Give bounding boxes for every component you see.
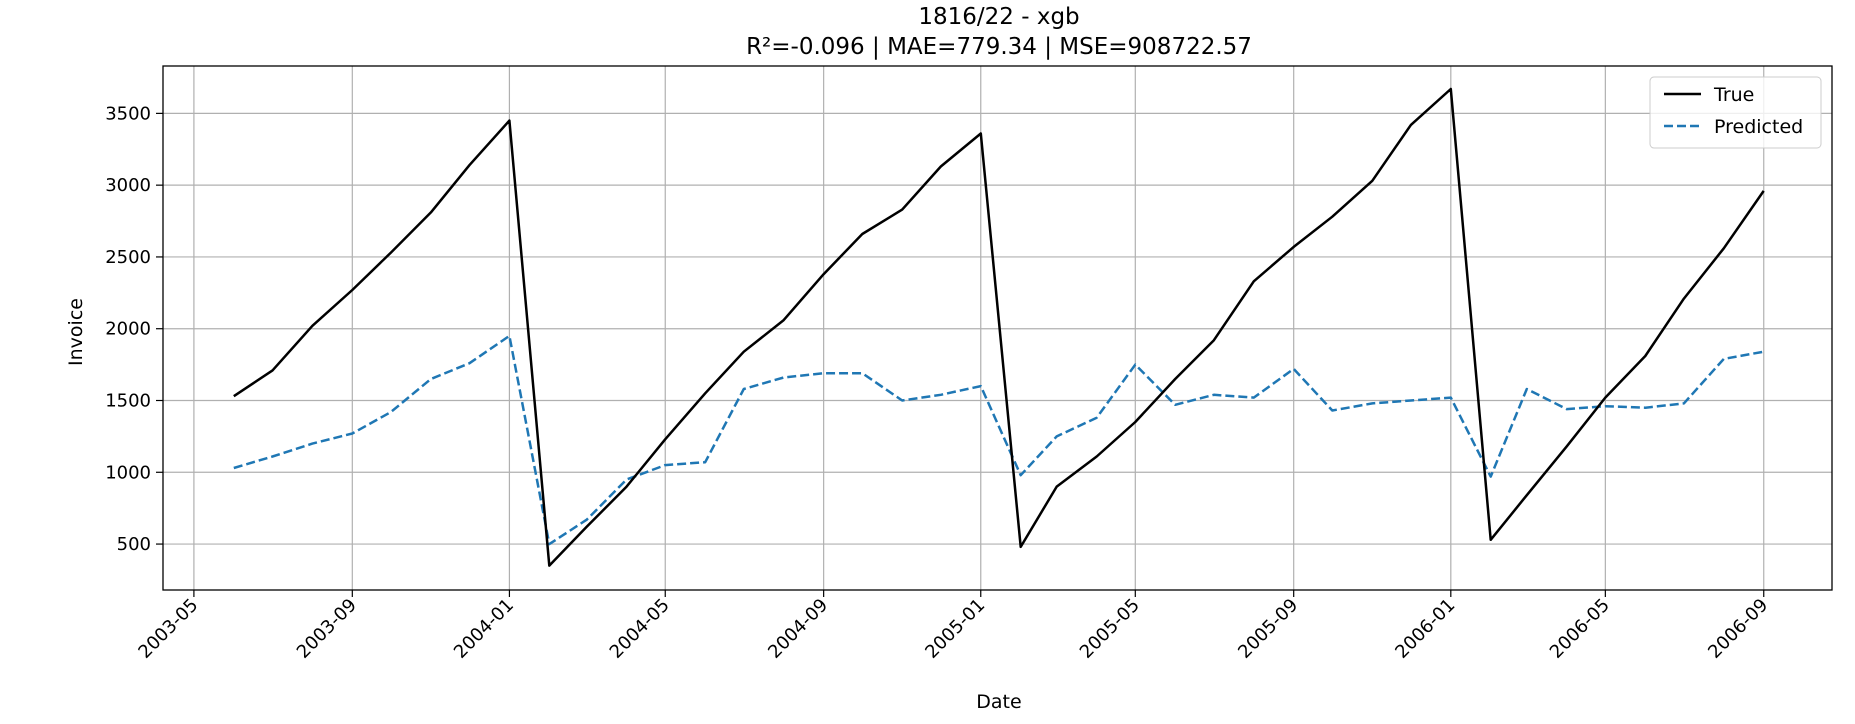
x-tick-label: 2006-05 <box>1546 595 1614 663</box>
legend-predicted-label: Predicted <box>1714 116 1803 138</box>
x-tick-label: 2005-05 <box>1076 595 1144 663</box>
y-tick-label: 500 <box>117 534 151 555</box>
chart-title: 1816/22 - xgb <box>918 4 1079 30</box>
y-tick-label: 3500 <box>105 103 151 124</box>
y-tick-label: 3000 <box>105 175 151 196</box>
series-layer <box>233 87 1765 567</box>
x-tick-label: 2004-01 <box>450 595 518 663</box>
x-tick-label: 2006-01 <box>1391 595 1459 663</box>
x-axis-label: Date <box>976 691 1021 713</box>
x-tick-label: 2004-05 <box>606 595 674 663</box>
series-line-predicted <box>233 334 1764 546</box>
x-tick-label: 2003-09 <box>293 595 361 663</box>
x-tick-label: 2006-09 <box>1704 595 1772 663</box>
y-tick-label: 2500 <box>105 247 151 268</box>
x-tick-label: 2005-09 <box>1234 595 1302 663</box>
x-tick-label: 2004-09 <box>764 595 832 663</box>
y-tick-label: 2000 <box>105 319 151 340</box>
x-tick-label: 2005-01 <box>921 595 989 663</box>
grid-lines <box>163 66 1832 590</box>
chart-subtitle: R²=-0.096 | MAE=779.34 | MSE=908722.57 <box>746 34 1252 60</box>
y-tick-label: 1500 <box>105 390 151 411</box>
axes: 2003-05 2003-09 2004-01 2004-05 2004-09 2005-… <box>105 103 1772 662</box>
y-axis-label: Invoice <box>65 298 87 366</box>
legend-true-label: True <box>1713 84 1754 106</box>
x-tick-label: 2003-05 <box>134 595 202 663</box>
plot-area-frame <box>162 65 1833 591</box>
series-line-true <box>233 87 1765 567</box>
y-tick-label: 1000 <box>105 462 151 483</box>
legend: True Predicted <box>1649 76 1822 149</box>
